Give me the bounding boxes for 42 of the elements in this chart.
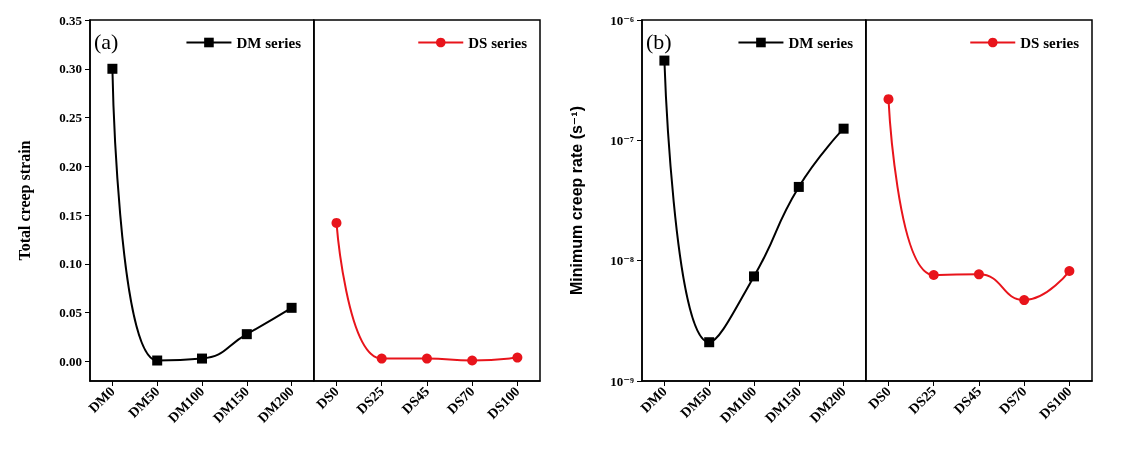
point — [883, 94, 893, 105]
y-tick-label: 10⁻⁶ — [609, 12, 634, 28]
point — [107, 63, 118, 74]
y-tick-label: 10⁻⁸ — [609, 253, 634, 269]
point — [241, 329, 252, 340]
y-tick-label: 0.30 — [59, 61, 82, 77]
y-tick-label: 10⁻⁷ — [609, 132, 634, 148]
legend-label: DM series — [236, 34, 302, 51]
point — [928, 270, 939, 281]
point — [748, 271, 759, 282]
y-tick-label: 0.10 — [59, 256, 82, 272]
point — [152, 355, 163, 366]
point — [703, 337, 714, 348]
annotation: (a) — [94, 28, 119, 54]
point — [1018, 295, 1029, 306]
point — [421, 353, 432, 364]
y-tick-label: 0.05 — [59, 305, 83, 321]
y-tick-label: 10⁻⁹ — [609, 373, 634, 389]
point — [512, 352, 523, 363]
y-axis-title: Total creep strain — [15, 140, 34, 261]
y-tick-label: 0.35 — [59, 12, 83, 28]
x-tick-label: DS0 — [313, 383, 342, 412]
point — [331, 217, 342, 228]
y-tick-label: 0.00 — [59, 353, 82, 369]
point — [467, 355, 478, 366]
point — [197, 353, 207, 364]
point — [793, 181, 804, 192]
point — [376, 353, 387, 364]
legend-label: DS series — [1019, 34, 1079, 51]
y-tick-label: 0.25 — [59, 110, 83, 126]
point — [658, 55, 669, 66]
point — [838, 123, 849, 134]
annotation: (b) — [645, 28, 672, 54]
legend-label: DS series — [468, 34, 528, 51]
legend-label: DM series — [787, 34, 853, 51]
y-tick-label: 0.15 — [59, 207, 83, 223]
y-axis-title: Minimum creep rate (s⁻¹) — [567, 106, 584, 295]
point — [973, 269, 984, 280]
x-tick-label: DS0 — [865, 383, 894, 412]
y-tick-label: 0.20 — [59, 158, 82, 174]
point — [286, 302, 297, 313]
point — [1063, 266, 1074, 277]
